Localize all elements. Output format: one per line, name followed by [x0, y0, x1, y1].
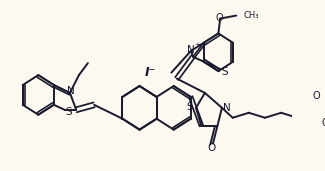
Text: N: N: [224, 103, 231, 113]
Text: O: O: [321, 118, 325, 128]
Text: S: S: [221, 67, 228, 77]
Text: +: +: [194, 42, 200, 48]
Text: O: O: [215, 12, 223, 23]
Text: S: S: [66, 107, 72, 117]
Text: CH₃: CH₃: [243, 11, 259, 20]
Text: S: S: [187, 102, 193, 112]
Text: O: O: [207, 143, 215, 154]
Text: N: N: [187, 45, 195, 55]
Text: O: O: [312, 91, 320, 101]
Text: I⁻: I⁻: [145, 66, 156, 79]
Text: N: N: [67, 86, 75, 96]
